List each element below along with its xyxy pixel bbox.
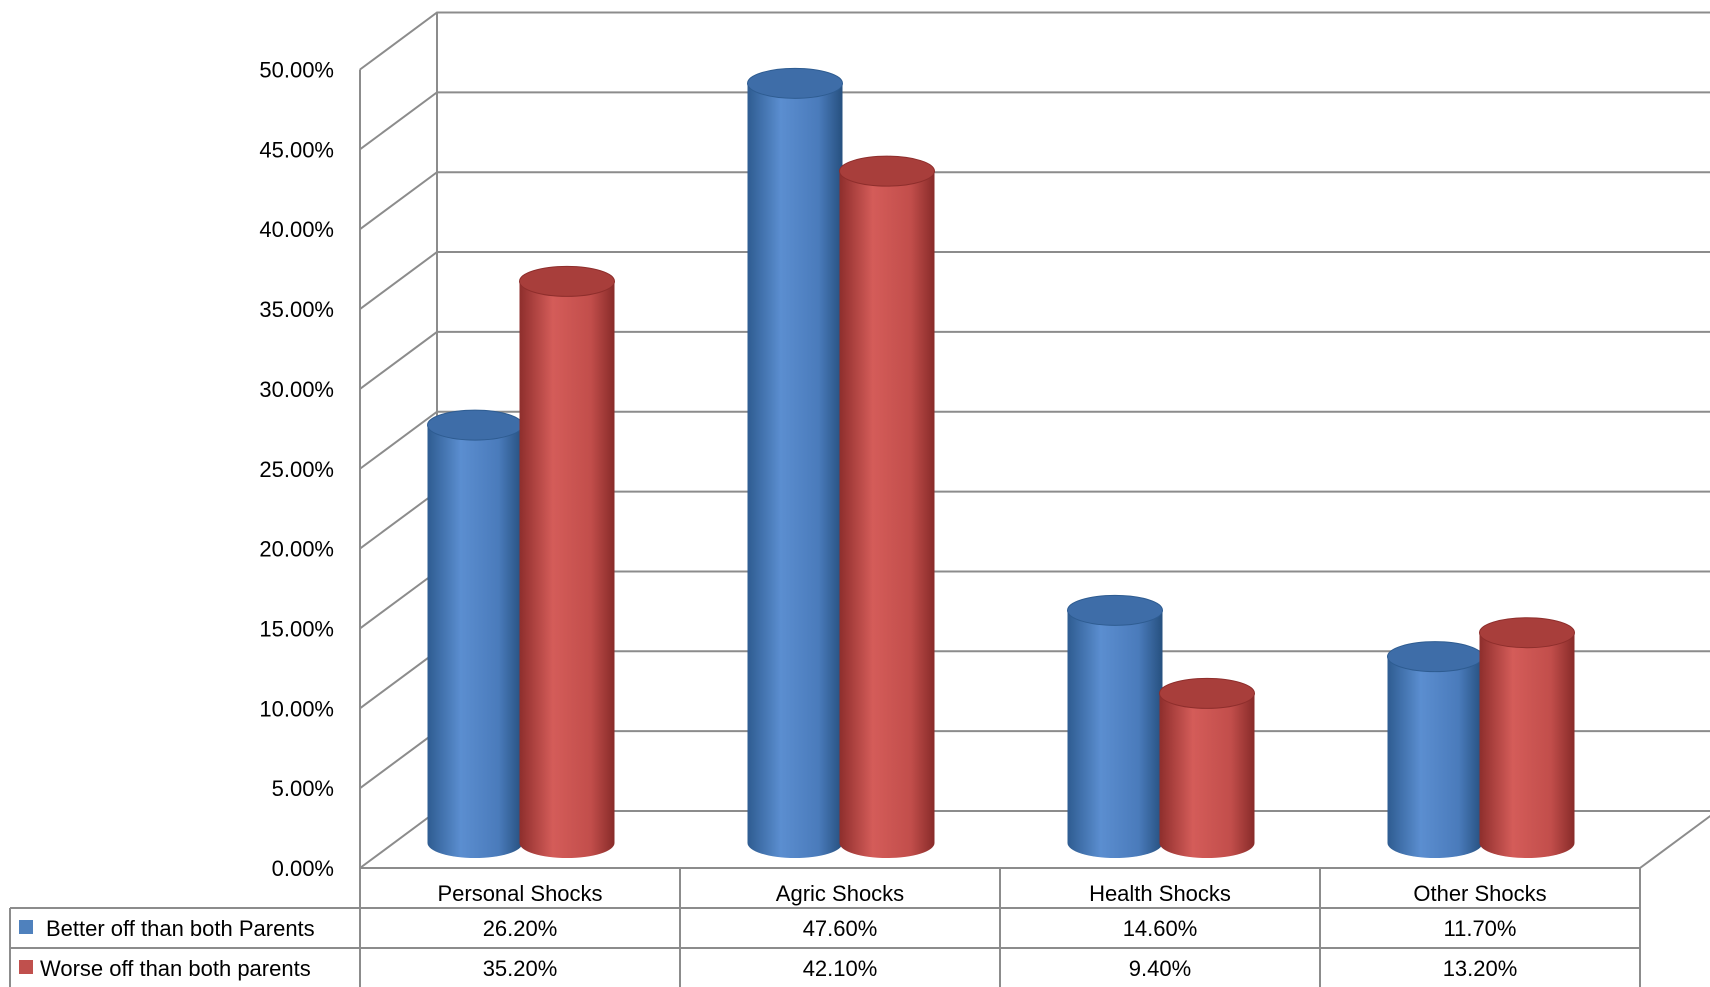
bar-body — [839, 171, 935, 859]
y-tick-label: 15.00% — [259, 616, 334, 641]
y-tick-label: 25.00% — [259, 457, 334, 482]
data-label: 13.20% — [1443, 956, 1518, 981]
y-tick-label: 35.00% — [259, 297, 334, 322]
bar-body — [747, 83, 843, 859]
bar — [519, 265, 615, 859]
data-label: 26.20% — [483, 916, 558, 941]
data-label: 9.40% — [1129, 956, 1191, 981]
bar-top — [1159, 677, 1255, 709]
bar — [427, 409, 523, 859]
bar-top — [519, 265, 615, 297]
y-tick-label: 30.00% — [259, 377, 334, 402]
y-tick-label: 10.00% — [259, 696, 334, 721]
data-label: 42.10% — [803, 956, 878, 981]
y-tick-label: 0.00% — [272, 856, 334, 881]
bar-body — [427, 425, 523, 859]
gridline — [359, 91, 1710, 151]
data-label: 11.70% — [1444, 916, 1517, 941]
legend-label: Better off than both Parents — [46, 916, 315, 941]
bar — [1067, 594, 1163, 859]
bar — [1387, 641, 1483, 859]
bar — [839, 155, 935, 859]
floor-right-edge — [1639, 814, 1710, 869]
y-tick-label: 5.00% — [272, 776, 334, 801]
y-tick-label: 20.00% — [259, 537, 334, 562]
bar-top — [839, 155, 935, 187]
x-tick-label: Agric Shocks — [776, 881, 904, 906]
y-axis-ticks: 0.00% 5.00% 10.00% 15.00% 20.00% 25.00% 30.00%… — [259, 58, 334, 882]
y-tick-label: 40.00% — [259, 217, 334, 242]
data-label: 47.60% — [803, 916, 878, 941]
bar-body — [1159, 693, 1255, 859]
y-tick-label: 50.00% — [259, 58, 334, 83]
legend-swatch — [19, 960, 33, 974]
bar-top — [747, 67, 843, 99]
bar-body — [519, 281, 615, 859]
x-tick-label: Personal Shocks — [437, 881, 602, 906]
bar-body — [1479, 632, 1575, 859]
data-label: 35.20% — [483, 956, 558, 981]
bar-body — [1387, 656, 1483, 859]
bar — [1159, 677, 1255, 859]
bar-top — [1067, 594, 1163, 626]
data-table: Personal Shocks Agric Shocks Health Shocks… — [9, 868, 1641, 987]
bar-top — [1387, 641, 1483, 673]
y-tick-label: 45.00% — [259, 137, 334, 162]
bar-top — [427, 409, 523, 441]
x-tick-label: Other Shocks — [1413, 881, 1546, 906]
legend-swatch — [19, 920, 33, 934]
data-label: 14.60% — [1123, 916, 1198, 941]
bar-body — [1067, 610, 1163, 859]
legend-label: Worse off than both parents — [40, 956, 311, 981]
bar — [1479, 617, 1575, 859]
bar — [747, 67, 843, 859]
bars — [427, 67, 1575, 859]
x-tick-label: Health Shocks — [1089, 881, 1231, 906]
gridline — [359, 11, 1710, 71]
bar-top — [1479, 617, 1575, 649]
gridline — [359, 171, 1710, 231]
